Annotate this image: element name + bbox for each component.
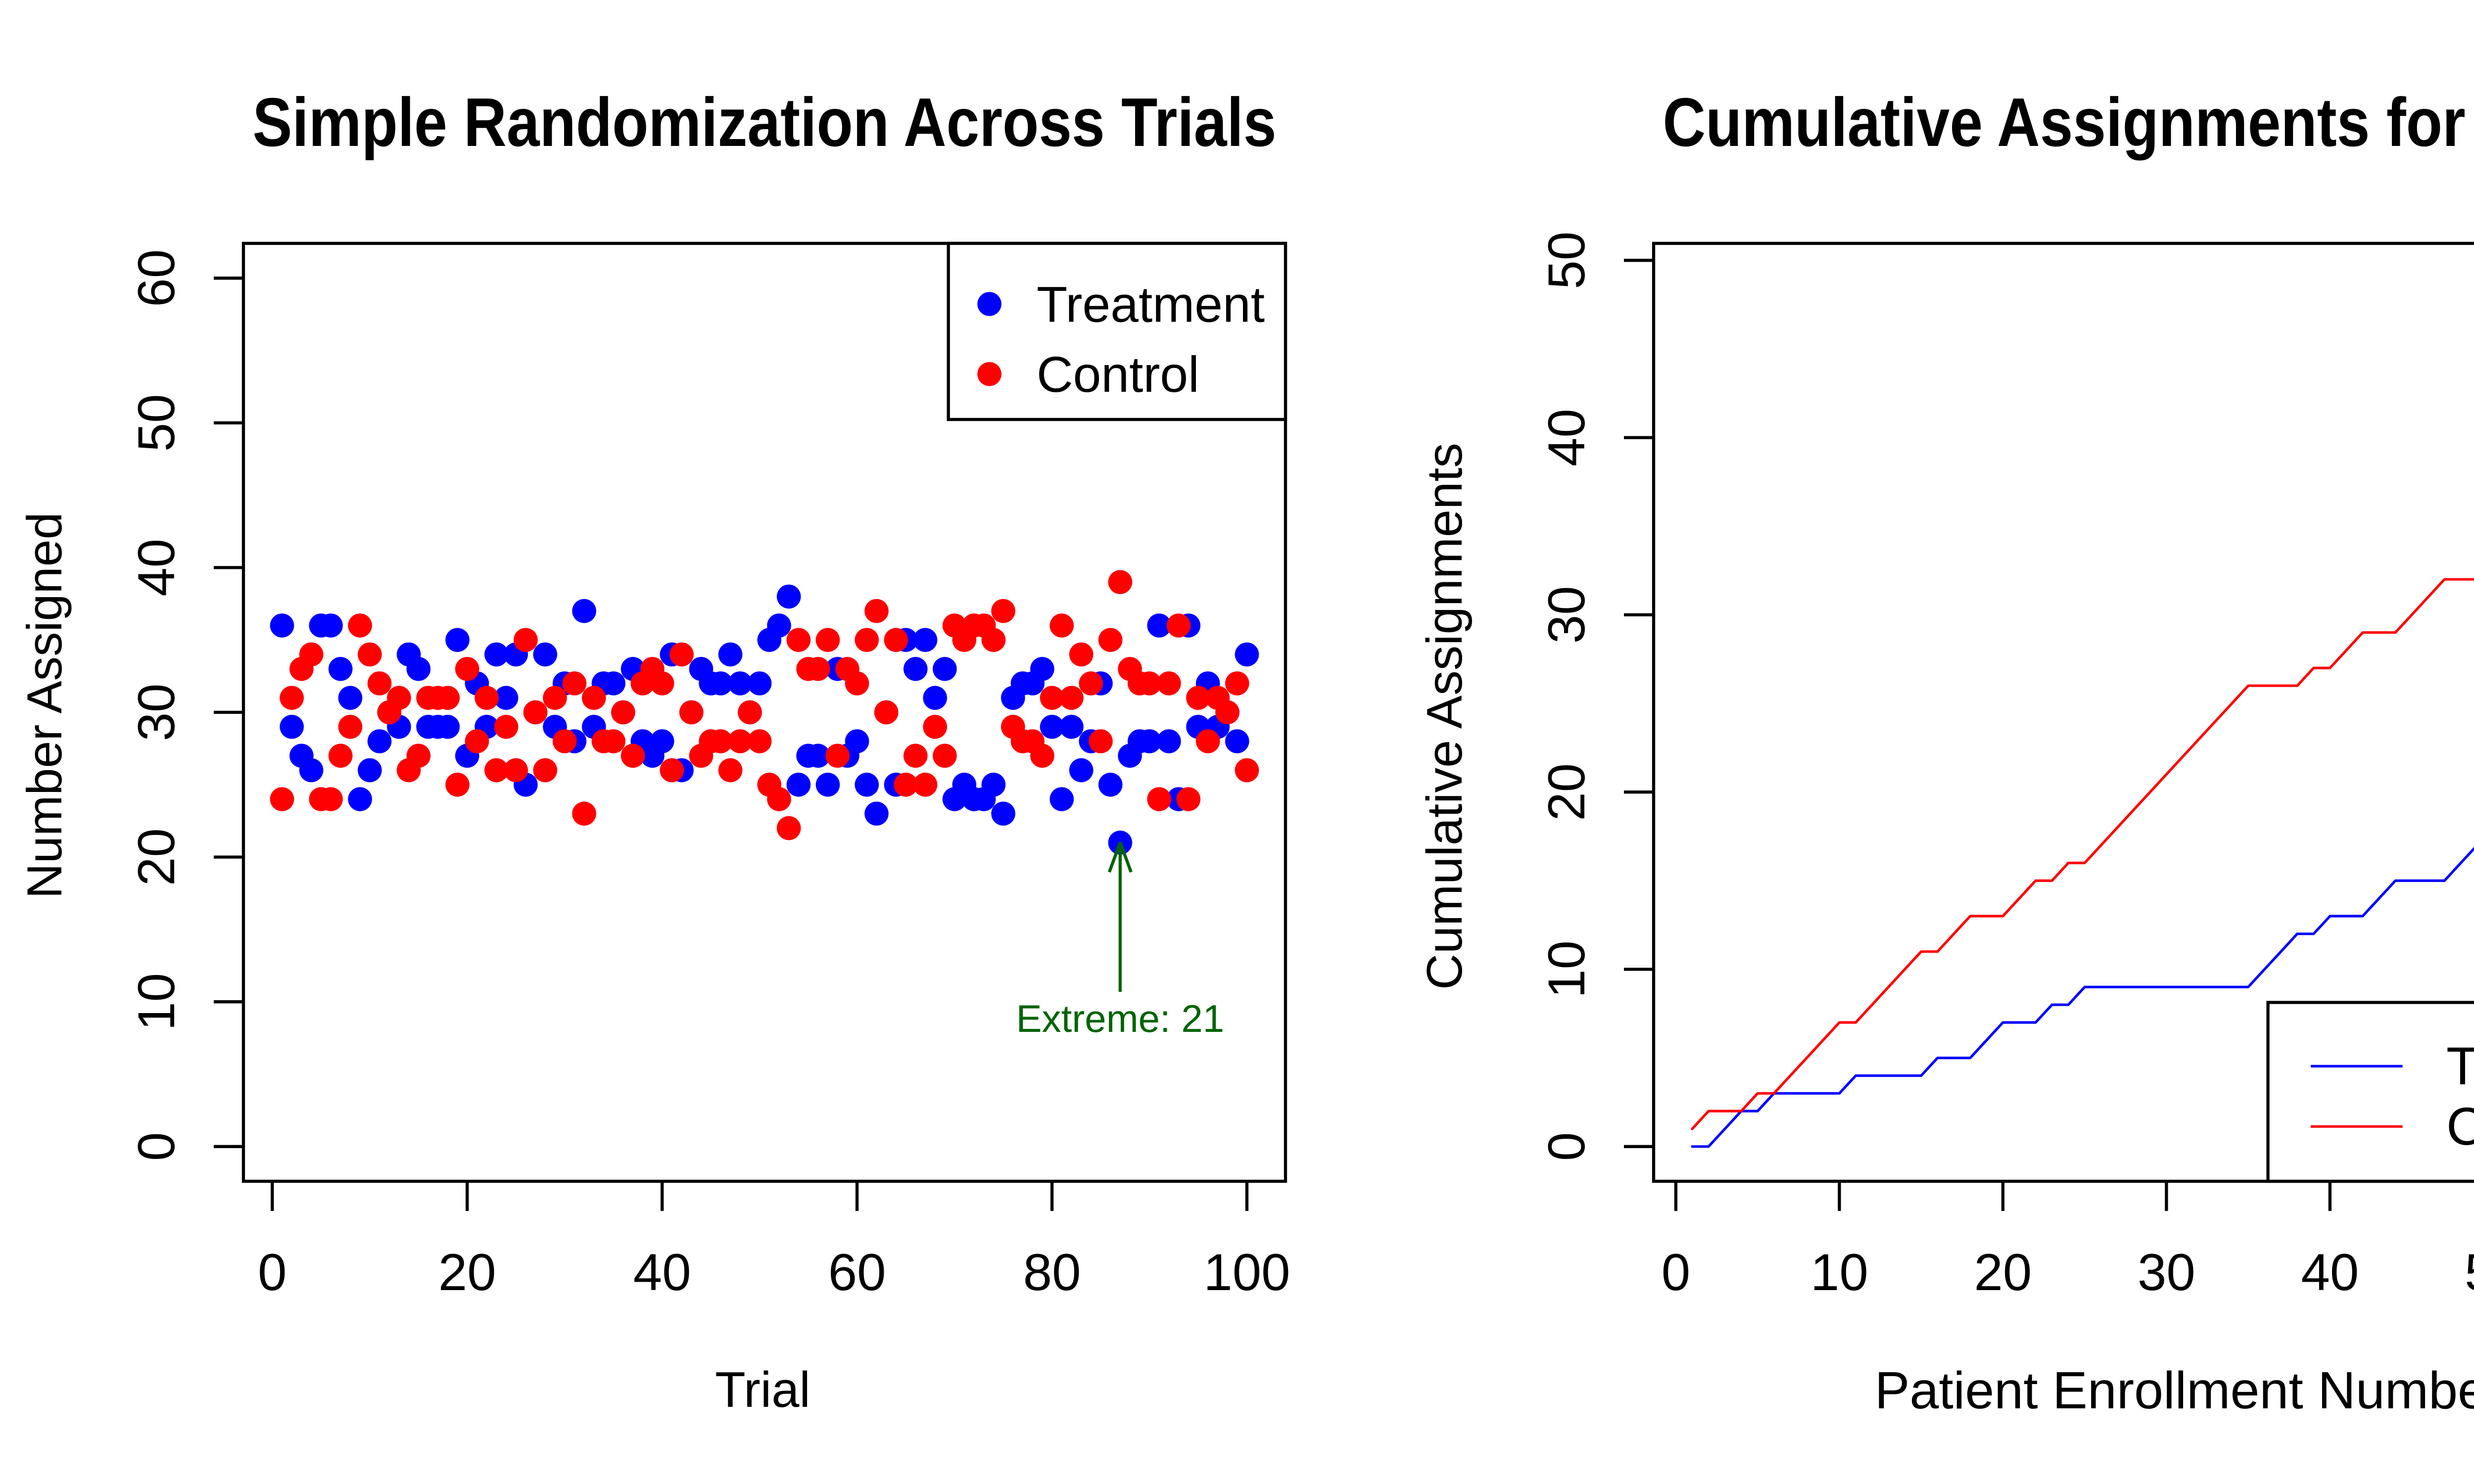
svg-text:Treatment: Treatment — [1037, 276, 1265, 332]
svg-text:50: 50 — [1538, 232, 1596, 289]
svg-text:Patient Enrollment Number: Patient Enrollment Number — [1875, 1361, 2474, 1420]
svg-text:Trial: Trial — [715, 1362, 810, 1418]
svg-text:0: 0 — [1662, 1244, 1690, 1301]
svg-text:30: 30 — [1538, 586, 1596, 644]
svg-text:0: 0 — [258, 1244, 286, 1301]
svg-text:10: 10 — [1810, 1244, 1868, 1301]
svg-text:20: 20 — [128, 828, 186, 886]
svg-text:Extreme: 21: Extreme: 21 — [1016, 997, 1225, 1040]
svg-text:40: 40 — [2301, 1244, 2359, 1301]
svg-text:20: 20 — [1538, 763, 1596, 821]
svg-text:30: 30 — [128, 684, 186, 742]
svg-text:30: 30 — [2138, 1244, 2195, 1301]
svg-text:50: 50 — [128, 394, 186, 452]
svg-text:Simple Randomization Across Tr: Simple Randomization Across Trials — [252, 84, 1276, 161]
svg-text:0: 0 — [1538, 1132, 1596, 1161]
svg-text:80: 80 — [1023, 1244, 1081, 1301]
svg-text:Number Assigned: Number Assigned — [17, 512, 72, 898]
svg-text:40: 40 — [1538, 409, 1596, 466]
svg-text:Control: Control — [2446, 1096, 2474, 1156]
svg-text:60: 60 — [128, 249, 186, 307]
svg-text:10: 10 — [128, 973, 186, 1031]
svg-text:Control: Control — [1037, 346, 1199, 403]
svg-text:Cumulative Assignments: Cumulative Assignments — [1417, 443, 1473, 990]
svg-text:60: 60 — [828, 1244, 886, 1301]
svg-text:20: 20 — [438, 1244, 496, 1301]
svg-text:40: 40 — [128, 539, 186, 597]
svg-text:100: 100 — [1203, 1244, 1290, 1301]
svg-text:10: 10 — [1538, 940, 1596, 998]
svg-text:Treatment: Treatment — [2446, 1036, 2474, 1096]
svg-text:Cumulative Assignments for Tri: Cumulative Assignments for Trial 87 — [1663, 84, 2474, 161]
svg-text:50: 50 — [2465, 1244, 2474, 1301]
svg-text:20: 20 — [1974, 1244, 2032, 1301]
svg-text:40: 40 — [633, 1244, 691, 1301]
svg-text:0: 0 — [128, 1132, 186, 1161]
